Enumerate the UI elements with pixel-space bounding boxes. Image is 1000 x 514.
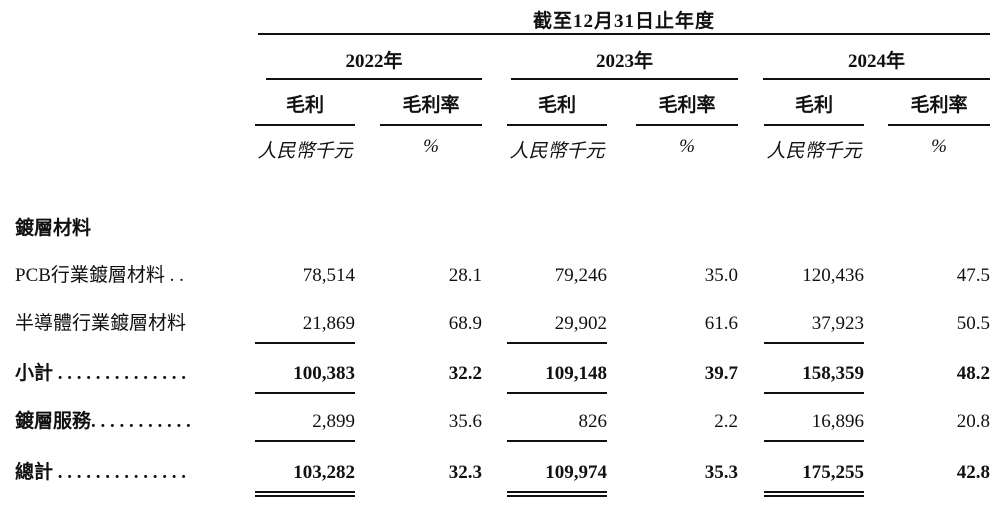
margin-2022: 28.1 (448, 265, 482, 286)
gp-2022: 100,383 (255, 363, 355, 394)
margin-2024: 20.8 (956, 411, 990, 432)
margin-2023: 2.2 (714, 411, 738, 432)
col-header-margin-2022: 毛利率 (380, 90, 482, 126)
gp-2022: 21,869 (255, 313, 355, 344)
year-header-2024: 2024年 (763, 46, 990, 80)
header-rule (258, 33, 990, 35)
col-header-margin-2024: 毛利率 (888, 90, 990, 126)
gp-2024: 120,436 (802, 265, 864, 286)
unit-label-2022-amount: 人民幣千元 (257, 141, 353, 162)
section-header-row: 鍍層材料 (0, 213, 1000, 240)
col-header-margin-2023: 毛利率 (636, 90, 738, 126)
margin-2022: 32.2 (448, 363, 482, 384)
unit-label-2024-amount: 人民幣千元 (766, 141, 862, 162)
table-row-subtotal: 小計 . . . . . . . . . . . . . . 100,383 3… (0, 358, 1000, 394)
year-header-2022: 2022年 (266, 46, 482, 80)
gp-2023: 109,148 (507, 363, 607, 394)
row-label: 總計 . . . . . . . . . . . . . . (15, 462, 187, 483)
margin-2024: 50.5 (956, 313, 990, 334)
row-label: PCB行業鍍層材料 . . (15, 265, 184, 286)
gp-2023: 826 (507, 411, 607, 442)
margin-2023: 35.0 (704, 265, 738, 286)
gp-2024: 16,896 (764, 411, 864, 442)
table-row-plating-services: 鍍層服務. . . . . . . . . . . 2,899 35.6 826… (0, 406, 1000, 442)
unit-label-2023-amount: 人民幣千元 (509, 141, 605, 162)
gp-2022: 103,282 (255, 462, 355, 497)
margin-2022: 68.9 (448, 313, 482, 334)
margin-2024: 47.5 (956, 265, 990, 286)
gp-2024: 37,923 (764, 313, 864, 344)
table-row-pcb-plating-materials: PCB行業鍍層材料 . . 78,514 28.1 79,246 35.0 12… (0, 260, 1000, 287)
margin-2023: 35.3 (704, 462, 738, 483)
gp-2023: 109,974 (507, 462, 607, 497)
table-row-semiconductor-plating-materials: 半導體行業鍍層材料 21,869 68.9 29,902 61.6 37,923… (0, 308, 1000, 344)
gp-2024: 175,255 (764, 462, 864, 497)
col-header-gross-profit-2022: 毛利 (255, 90, 355, 126)
margin-2024: 48.2 (956, 363, 990, 384)
col-header-gross-profit-2023: 毛利 (507, 90, 607, 126)
row-label: 半導體行業鍍層材料 (15, 313, 187, 334)
gp-2022: 78,514 (302, 265, 355, 286)
margin-2023: 39.7 (704, 363, 738, 384)
row-label: 鍍層服務. . . . . . . . . . . (15, 411, 191, 432)
margin-2022: 32.3 (448, 462, 482, 483)
gp-2023: 79,246 (554, 265, 607, 286)
margin-2023: 61.6 (704, 313, 738, 334)
table-row-total: 總計 . . . . . . . . . . . . . . 103,282 3… (0, 457, 1000, 497)
margin-2022: 35.6 (448, 411, 482, 432)
unit-label-2024-percent: % (931, 136, 947, 157)
margin-2024: 42.8 (956, 462, 990, 483)
year-header-2023: 2023年 (511, 46, 738, 80)
table-title: 截至12月31日止年度 (532, 11, 715, 32)
unit-label-2022-percent: % (423, 136, 439, 157)
col-header-gross-profit-2024: 毛利 (764, 90, 864, 126)
gp-2022: 2,899 (255, 411, 355, 442)
unit-label-2023-percent: % (679, 136, 695, 157)
section-header-label: 鍍層材料 (15, 218, 92, 239)
gp-2024: 158,359 (764, 363, 864, 394)
row-label: 小計 . . . . . . . . . . . . . . (15, 363, 187, 384)
gp-2023: 29,902 (507, 313, 607, 344)
